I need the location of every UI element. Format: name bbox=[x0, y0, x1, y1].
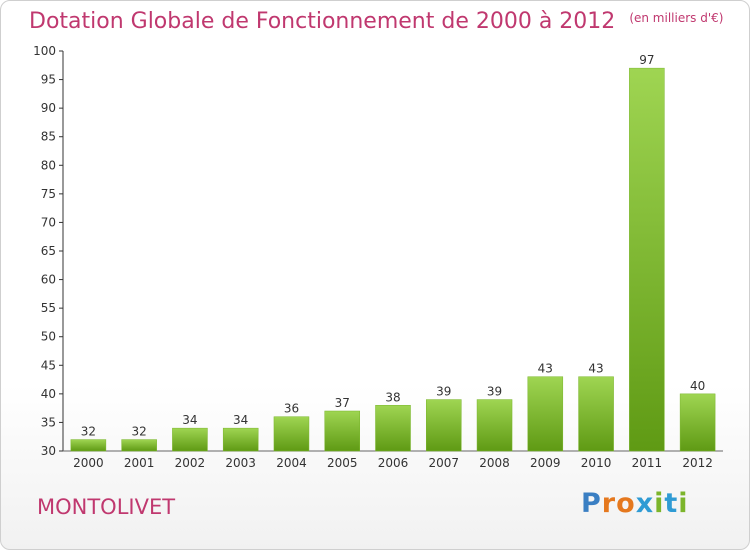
x-tick-label-2006: 2006 bbox=[378, 456, 409, 470]
x-tick-label-2010: 2010 bbox=[581, 456, 612, 470]
value-label-2009: 43 bbox=[538, 362, 553, 376]
chart-title: Dotation Globale de Fonctionnement de 20… bbox=[29, 9, 723, 34]
x-axis: 2000 2001 2002 2003 2004 2005 2006 2007 2008 2009… bbox=[73, 456, 713, 470]
y-axis: 30 35 40 45 50 55 60 65 70 75 80 85 90 95 100 bbox=[33, 44, 723, 458]
x-tick-label-2004: 2004 bbox=[276, 456, 307, 470]
y-tick-label: 75 bbox=[41, 187, 56, 201]
chart-title-text: Dotation Globale de Fonctionnement de 20… bbox=[29, 9, 616, 34]
y-tick-label: 90 bbox=[41, 101, 56, 115]
y-tick-label: 80 bbox=[41, 158, 56, 172]
value-label-2011: 97 bbox=[639, 53, 654, 67]
bar-2005 bbox=[324, 410, 360, 452]
x-tick-label-2009: 2009 bbox=[530, 456, 561, 470]
value-label-2008: 39 bbox=[487, 385, 502, 399]
bar-2012 bbox=[679, 393, 716, 452]
y-tick-label: 45 bbox=[41, 358, 56, 372]
x-tick-label-2000: 2000 bbox=[73, 456, 104, 470]
value-label-2002: 34 bbox=[182, 413, 197, 427]
x-tick-label-2012: 2012 bbox=[682, 456, 713, 470]
y-tick-label: 35 bbox=[41, 415, 56, 429]
x-tick-label-2001: 2001 bbox=[124, 456, 155, 470]
proxiti-logo: Proxiti bbox=[581, 488, 689, 519]
y-tick-label: 40 bbox=[41, 387, 56, 401]
bar-2006 bbox=[375, 405, 411, 452]
y-tick-label: 50 bbox=[41, 330, 56, 344]
y-tick-label: 95 bbox=[41, 73, 56, 87]
bars bbox=[70, 67, 716, 452]
x-tick-label-2011: 2011 bbox=[632, 456, 663, 470]
x-tick-label-2008: 2008 bbox=[479, 456, 510, 470]
value-label-2004: 36 bbox=[284, 402, 299, 416]
bar-2010 bbox=[578, 376, 614, 452]
commune-name: MONTOLIVET bbox=[37, 495, 176, 519]
chart-unit: (en milliers d'€) bbox=[629, 11, 724, 25]
value-label-2003: 34 bbox=[233, 413, 248, 427]
bar-2004 bbox=[273, 416, 310, 452]
x-tick-label-2005: 2005 bbox=[327, 456, 358, 470]
y-tick-label: 70 bbox=[41, 215, 56, 229]
y-tick-label: 30 bbox=[41, 444, 56, 458]
bar-2007 bbox=[426, 399, 462, 452]
value-label-2012: 40 bbox=[690, 379, 705, 393]
bar-2001 bbox=[121, 439, 157, 452]
y-tick-label: 100 bbox=[33, 44, 56, 58]
bar-2002 bbox=[172, 427, 208, 452]
value-label-2007: 39 bbox=[436, 385, 451, 399]
bar-2000 bbox=[70, 439, 107, 452]
value-label-2006: 38 bbox=[385, 390, 400, 404]
x-tick-label-2003: 2003 bbox=[225, 456, 256, 470]
bar-2008 bbox=[476, 399, 513, 452]
value-label-2001: 32 bbox=[132, 425, 147, 439]
bar-2011 bbox=[629, 67, 665, 452]
value-labels: 32 32 34 34 36 37 38 39 39 43 43 97 40 bbox=[81, 53, 706, 438]
x-tick-label-2007: 2007 bbox=[428, 456, 459, 470]
y-tick-label: 85 bbox=[41, 130, 56, 144]
bar-2003 bbox=[222, 427, 259, 452]
value-label-2010: 43 bbox=[588, 362, 603, 376]
value-label-2000: 32 bbox=[81, 425, 96, 439]
value-label-2005: 37 bbox=[335, 396, 350, 410]
y-tick-label: 65 bbox=[41, 244, 56, 258]
bar-2009 bbox=[527, 376, 564, 452]
x-tick-label-2002: 2002 bbox=[175, 456, 206, 470]
bar-chart: 30 35 40 45 50 55 60 65 70 75 80 85 90 95 100 32 32 34 34… bbox=[33, 44, 723, 470]
y-tick-label: 55 bbox=[41, 301, 56, 315]
y-tick-label: 60 bbox=[41, 273, 56, 287]
